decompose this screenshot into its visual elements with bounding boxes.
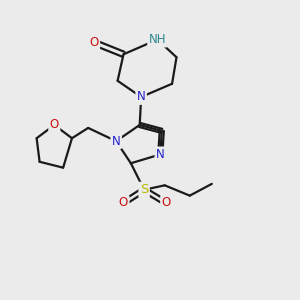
Text: N: N: [137, 91, 146, 103]
Text: O: O: [89, 36, 99, 49]
Text: N: N: [112, 135, 121, 148]
Text: O: O: [50, 118, 59, 131]
Text: O: O: [162, 196, 171, 209]
Text: NH: NH: [148, 33, 166, 46]
Text: N: N: [156, 148, 165, 161]
Text: S: S: [140, 183, 148, 196]
Text: O: O: [119, 196, 128, 209]
